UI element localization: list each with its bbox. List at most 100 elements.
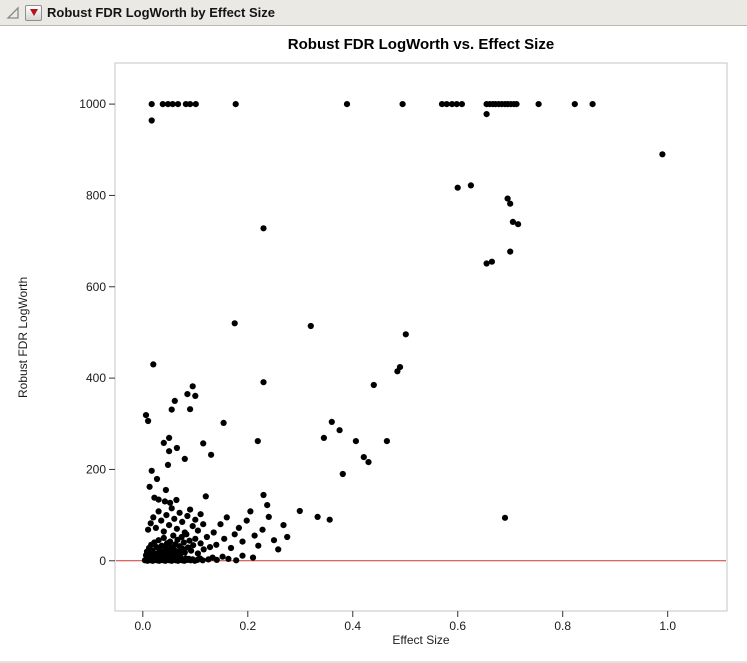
data-point[interactable]: [458, 101, 465, 108]
data-point[interactable]: [223, 514, 230, 521]
data-point[interactable]: [184, 512, 191, 520]
data-point[interactable]: [589, 101, 596, 108]
data-point[interactable]: [178, 533, 185, 541]
data-point[interactable]: [162, 486, 169, 494]
data-point[interactable]: [254, 438, 261, 445]
data-point[interactable]: [232, 101, 239, 108]
data-point[interactable]: [220, 419, 227, 426]
data-point[interactable]: [167, 499, 174, 506]
data-point[interactable]: [483, 260, 490, 267]
data-point[interactable]: [169, 101, 176, 108]
data-point[interactable]: [164, 461, 172, 468]
data-point[interactable]: [501, 514, 509, 521]
data-point[interactable]: [264, 502, 271, 509]
data-point[interactable]: [161, 498, 168, 505]
data-point[interactable]: [202, 493, 209, 500]
data-point[interactable]: [194, 527, 201, 534]
data-point[interactable]: [239, 552, 246, 559]
data-point[interactable]: [187, 506, 194, 513]
data-point[interactable]: [365, 459, 372, 466]
data-point[interactable]: [206, 544, 214, 551]
data-point[interactable]: [260, 379, 267, 386]
data-point[interactable]: [217, 521, 224, 528]
data-point[interactable]: [247, 508, 254, 515]
data-point[interactable]: [173, 444, 180, 452]
data-point[interactable]: [235, 524, 242, 531]
data-point[interactable]: [192, 516, 199, 523]
data-point[interactable]: [227, 544, 235, 552]
data-point[interactable]: [328, 418, 335, 425]
data-point[interactable]: [189, 523, 196, 530]
data-point[interactable]: [513, 101, 520, 108]
data-point[interactable]: [467, 182, 474, 189]
data-point[interactable]: [148, 101, 155, 108]
data-point[interactable]: [150, 361, 157, 368]
data-point[interactable]: [219, 553, 226, 560]
data-point[interactable]: [326, 516, 333, 523]
data-point[interactable]: [343, 101, 351, 108]
data-point[interactable]: [187, 406, 194, 413]
data-point[interactable]: [168, 406, 175, 413]
data-point[interactable]: [483, 111, 490, 118]
data-point[interactable]: [181, 549, 188, 556]
data-point[interactable]: [173, 496, 180, 504]
data-point[interactable]: [155, 537, 162, 544]
data-point[interactable]: [200, 546, 207, 553]
data-point[interactable]: [181, 455, 188, 462]
data-point[interactable]: [339, 470, 346, 478]
data-point[interactable]: [213, 541, 220, 548]
data-point[interactable]: [189, 383, 196, 390]
data-point[interactable]: [438, 101, 446, 108]
data-point[interactable]: [515, 221, 522, 228]
data-point[interactable]: [571, 101, 578, 108]
data-point[interactable]: [184, 391, 191, 398]
data-point[interactable]: [249, 554, 257, 561]
data-point[interactable]: [251, 532, 258, 539]
data-point[interactable]: [243, 517, 250, 524]
data-point[interactable]: [275, 546, 282, 553]
data-point[interactable]: [352, 438, 359, 445]
data-point[interactable]: [164, 101, 172, 108]
data-point[interactable]: [150, 514, 157, 521]
data-point[interactable]: [284, 533, 291, 541]
data-point[interactable]: [453, 101, 460, 108]
data-point[interactable]: [280, 522, 287, 529]
data-point[interactable]: [507, 248, 514, 255]
data-point[interactable]: [187, 101, 194, 108]
data-point[interactable]: [203, 533, 210, 541]
data-point[interactable]: [163, 512, 170, 519]
data-point[interactable]: [152, 524, 159, 531]
data-point[interactable]: [186, 537, 193, 544]
data-point[interactable]: [336, 427, 343, 434]
data-point[interactable]: [370, 381, 377, 389]
data-point[interactable]: [188, 547, 195, 554]
data-point[interactable]: [307, 322, 314, 330]
data-point[interactable]: [148, 467, 155, 474]
data-point[interactable]: [183, 531, 190, 538]
data-point[interactable]: [166, 434, 173, 441]
data-point[interactable]: [509, 218, 516, 225]
data-point[interactable]: [142, 412, 150, 419]
data-point[interactable]: [360, 454, 367, 461]
data-point[interactable]: [213, 556, 220, 564]
data-point[interactable]: [171, 515, 178, 522]
data-point[interactable]: [221, 535, 228, 542]
data-point[interactable]: [171, 397, 178, 404]
data-point[interactable]: [208, 451, 215, 458]
data-point[interactable]: [166, 522, 173, 529]
data-point[interactable]: [448, 101, 456, 108]
data-point[interactable]: [233, 557, 240, 564]
data-point[interactable]: [146, 483, 153, 490]
data-point[interactable]: [225, 555, 232, 563]
data-point[interactable]: [194, 550, 201, 557]
data-point[interactable]: [260, 225, 267, 232]
data-point[interactable]: [160, 439, 167, 446]
data-point[interactable]: [394, 368, 401, 375]
data-point[interactable]: [197, 540, 204, 547]
data-point[interactable]: [145, 526, 152, 533]
red-triangle-menu-button[interactable]: [25, 4, 42, 21]
data-point[interactable]: [179, 518, 186, 525]
data-point[interactable]: [155, 496, 162, 503]
data-point[interactable]: [176, 509, 183, 516]
data-point[interactable]: [174, 101, 182, 108]
